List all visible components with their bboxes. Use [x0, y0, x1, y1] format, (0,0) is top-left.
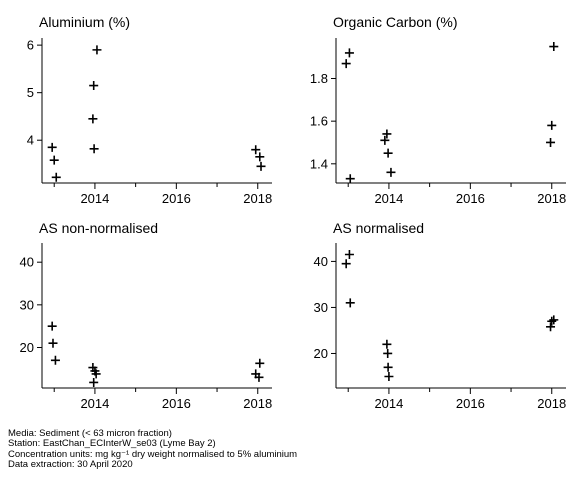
data-point-organic-carbon [341, 59, 351, 69]
data-point-aluminium [251, 145, 261, 155]
data-point-as-normalised [549, 315, 559, 325]
data-point-organic-carbon [344, 48, 354, 58]
data-point-organic-carbon [546, 137, 556, 147]
x-tick-label-organic-carbon: 2016 [456, 191, 485, 206]
footer-units: Concentration units: mg kg⁻¹ dry weight … [8, 448, 298, 460]
x-tick-label-organic-carbon: 2018 [537, 191, 566, 206]
x-tick-label-aluminium: 2018 [243, 191, 272, 206]
data-point-aluminium [89, 144, 99, 154]
footer-notes: Media: Sediment (< 63 micron fraction) S… [8, 428, 298, 471]
x-tick-label-as-non-normalised: 2016 [162, 396, 191, 411]
data-point-as-non-normalised [255, 358, 265, 368]
data-point-aluminium [89, 81, 99, 91]
data-point-as-normalised [546, 322, 556, 332]
data-point-as-normalised [383, 362, 393, 372]
x-tick-label-as-non-normalised: 2018 [243, 396, 272, 411]
panel-title-organic-carbon: Organic Carbon (%) [333, 14, 458, 30]
panel-title-as-non-normalised: AS non-normalised [39, 220, 158, 236]
x-tick-label-as-normalised: 2018 [537, 396, 566, 411]
x-tick-label-as-normalised: 2016 [456, 396, 485, 411]
footer-station: Station: EastChan_ECInterW_se03 (Lyme Ba… [8, 438, 216, 450]
x-tick-label-as-normalised: 2014 [374, 396, 403, 411]
data-point-as-normalised [341, 259, 351, 269]
y-tick-label-organic-carbon: 1.6 [310, 114, 328, 129]
x-tick-label-aluminium: 2016 [162, 191, 191, 206]
y-tick-label-organic-carbon: 1.4 [310, 156, 328, 171]
panel-title-as-normalised: AS normalised [333, 220, 424, 236]
y-tick-label-as-normalised: 20 [314, 346, 328, 361]
data-point-aluminium [49, 155, 59, 165]
data-point-aluminium [51, 172, 61, 182]
data-point-as-normalised [382, 339, 392, 349]
y-tick-label-aluminium: 6 [27, 38, 34, 53]
data-point-aluminium [92, 45, 102, 55]
data-point-as-normalised [547, 316, 557, 326]
data-point-aluminium [255, 152, 265, 162]
panel-title-aluminium: Aluminium (%) [39, 14, 130, 30]
y-tick-label-aluminium: 4 [27, 133, 34, 148]
data-point-as-non-normalised [50, 355, 60, 365]
data-point-aluminium [256, 161, 266, 171]
panel-as-normalised: AS normalised 20 30 40 2014 2016 2018 [314, 220, 567, 411]
panel-aluminium: Aluminium (%) 4 5 6 2014 2016 2018 [27, 14, 272, 206]
y-tick-label-as-non-normalised: 20 [20, 340, 34, 355]
y-tick-label-as-non-normalised: 30 [20, 297, 34, 312]
figure: Aluminium (%) 4 5 6 2014 2016 2018 Organic Ca… [20, 14, 567, 411]
data-point-as-non-normalised [254, 372, 264, 382]
data-point-aluminium [88, 114, 98, 124]
footer-extraction: Data extraction: 30 April 2020 [8, 459, 133, 471]
y-tick-label-aluminium: 5 [27, 85, 34, 100]
y-tick-label-as-normalised: 40 [314, 254, 328, 269]
data-point-as-normalised [384, 371, 394, 381]
footer-media: Media: Sediment (< 63 micron fraction) [8, 428, 172, 439]
data-point-as-normalised [383, 348, 393, 358]
data-point-as-non-normalised [47, 321, 57, 331]
panel-organic-carbon: Organic Carbon (%) 1.4 1.6 1.8 2014 2016 2018 [310, 14, 566, 206]
data-point-as-non-normalised [89, 377, 99, 387]
data-point-as-non-normalised [91, 369, 101, 379]
data-point-organic-carbon [383, 148, 393, 158]
data-point-organic-carbon [547, 120, 557, 130]
data-point-organic-carbon [382, 129, 392, 139]
y-tick-label-organic-carbon: 1.8 [310, 71, 328, 86]
data-point-aluminium [47, 142, 57, 152]
x-tick-label-organic-carbon: 2014 [374, 191, 403, 206]
data-point-as-normalised [344, 250, 354, 260]
y-tick-label-as-normalised: 30 [314, 300, 328, 315]
data-point-as-non-normalised [48, 338, 58, 348]
x-tick-label-as-non-normalised: 2014 [80, 396, 109, 411]
data-point-as-normalised [345, 298, 355, 308]
data-point-organic-carbon [386, 167, 396, 177]
data-point-organic-carbon [380, 135, 390, 145]
y-tick-label-as-non-normalised: 40 [20, 255, 34, 270]
data-point-organic-carbon [345, 174, 355, 184]
data-point-organic-carbon [549, 42, 559, 52]
panel-as-non-normalised: AS non-normalised 20 30 40 2014 2016 2018 [20, 220, 273, 411]
x-tick-label-aluminium: 2014 [80, 191, 109, 206]
